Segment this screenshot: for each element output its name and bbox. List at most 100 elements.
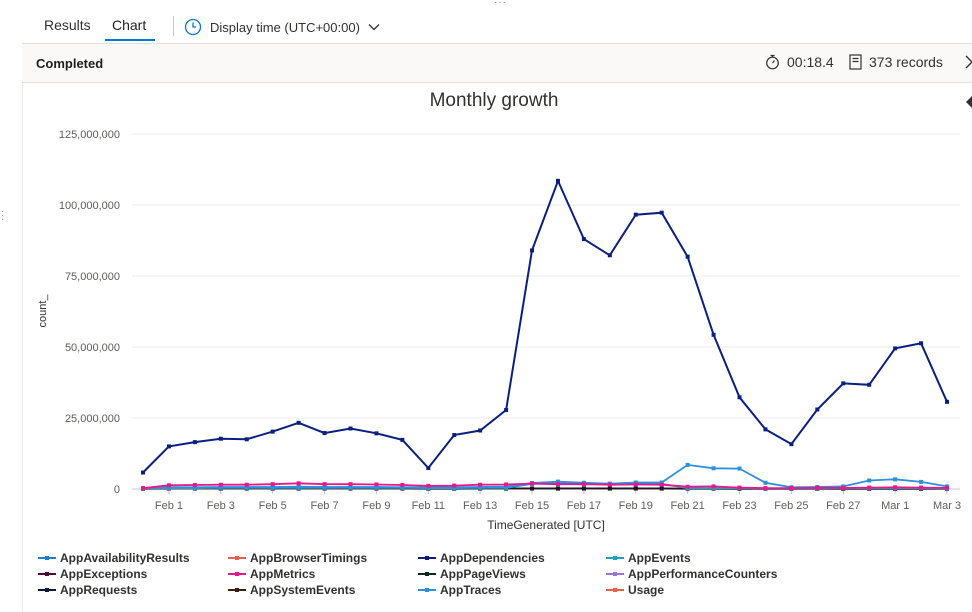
data-point[interactable]: [555, 178, 560, 183]
data-point[interactable]: [504, 484, 509, 489]
data-point[interactable]: [633, 482, 638, 487]
data-point[interactable]: [504, 408, 509, 413]
data-point[interactable]: [296, 484, 301, 489]
chevron-right-icon[interactable]: [965, 55, 972, 69]
data-point[interactable]: [919, 485, 924, 490]
data-point[interactable]: [841, 381, 846, 386]
data-point[interactable]: [659, 480, 664, 485]
data-point[interactable]: [789, 442, 794, 447]
data-point[interactable]: [867, 478, 872, 483]
data-point[interactable]: [815, 407, 820, 412]
data-point[interactable]: [322, 482, 327, 487]
data-point[interactable]: [374, 485, 379, 490]
data-point[interactable]: [607, 253, 612, 258]
data-point[interactable]: [659, 486, 664, 491]
legend-item[interactable]: AppAvailabilityResults: [38, 551, 190, 565]
legend-item[interactable]: AppEvents: [606, 551, 691, 565]
legend-item[interactable]: AppTraces: [418, 583, 501, 597]
collapse-panel-icon[interactable]: [966, 96, 972, 108]
legend-item[interactable]: Usage: [606, 583, 664, 597]
data-point[interactable]: [141, 486, 145, 491]
data-point[interactable]: [633, 486, 638, 491]
data-point[interactable]: [426, 483, 431, 488]
data-point[interactable]: [452, 483, 457, 488]
legend-item[interactable]: AppExceptions: [38, 567, 147, 581]
data-point[interactable]: [218, 485, 223, 490]
data-point[interactable]: [763, 427, 768, 432]
data-point[interactable]: [400, 437, 405, 442]
data-point[interactable]: [192, 485, 197, 490]
data-point[interactable]: [607, 486, 612, 491]
data-point[interactable]: [478, 482, 483, 487]
data-point[interactable]: [530, 481, 535, 486]
data-point[interactable]: [633, 212, 638, 217]
data-point[interactable]: [841, 485, 846, 490]
series-line-AppDependencies[interactable]: [142, 178, 948, 474]
data-point[interactable]: [685, 462, 690, 467]
data-point[interactable]: [244, 437, 249, 442]
data-point[interactable]: [270, 482, 275, 487]
data-point[interactable]: [555, 486, 560, 491]
data-point[interactable]: [789, 486, 794, 491]
data-point[interactable]: [426, 465, 431, 470]
data-point[interactable]: [685, 254, 690, 259]
data-point[interactable]: [893, 346, 898, 351]
data-point[interactable]: [581, 237, 586, 242]
data-point[interactable]: [867, 382, 872, 387]
data-point[interactable]: [659, 210, 664, 215]
data-point[interactable]: [452, 433, 457, 438]
data-point[interactable]: [192, 483, 197, 488]
data-point[interactable]: [555, 482, 560, 487]
data-point[interactable]: [919, 479, 924, 484]
data-point[interactable]: [893, 485, 898, 490]
data-point[interactable]: [763, 480, 768, 485]
data-point[interactable]: [374, 431, 379, 436]
data-point[interactable]: [555, 479, 560, 484]
data-point[interactable]: [296, 420, 301, 425]
data-point[interactable]: [607, 482, 612, 487]
legend-item[interactable]: AppDependencies: [418, 551, 545, 565]
data-point[interactable]: [478, 485, 483, 490]
data-point[interactable]: [296, 481, 301, 486]
legend-item[interactable]: AppPageViews: [418, 567, 526, 581]
data-point[interactable]: [322, 485, 327, 490]
data-point[interactable]: [322, 431, 327, 436]
data-point[interactable]: [737, 466, 742, 471]
legend-item[interactable]: AppRequests: [38, 583, 137, 597]
data-point[interactable]: [711, 466, 716, 471]
data-point[interactable]: [348, 426, 353, 431]
data-point[interactable]: [763, 486, 768, 491]
data-point[interactable]: [711, 484, 716, 489]
data-point[interactable]: [737, 485, 742, 490]
data-point[interactable]: [478, 428, 483, 433]
data-point[interactable]: [737, 395, 742, 400]
data-point[interactable]: [348, 485, 353, 490]
data-point[interactable]: [141, 470, 145, 475]
data-point[interactable]: [192, 440, 197, 445]
data-point[interactable]: [685, 484, 690, 489]
data-point[interactable]: [166, 483, 171, 488]
data-point[interactable]: [530, 486, 535, 491]
left-resize-grip[interactable]: · · ·: [1, 206, 5, 225]
legend-item[interactable]: AppSystemEvents: [228, 583, 355, 597]
data-point[interactable]: [348, 482, 353, 487]
data-point[interactable]: [893, 477, 898, 482]
data-point[interactable]: [374, 482, 379, 487]
data-point[interactable]: [400, 483, 405, 488]
series-line-AppMetrics[interactable]: [142, 482, 948, 490]
data-point[interactable]: [711, 332, 716, 337]
data-point[interactable]: [244, 485, 249, 490]
tab-chart[interactable]: Chart: [112, 17, 147, 33]
data-point[interactable]: [400, 485, 405, 490]
legend-item[interactable]: AppBrowserTimings: [228, 551, 367, 565]
data-point[interactable]: [581, 482, 586, 487]
legend-item[interactable]: AppPerformanceCounters: [606, 567, 777, 581]
data-point[interactable]: [659, 482, 664, 487]
data-point[interactable]: [166, 444, 171, 449]
tab-results[interactable]: Results: [44, 17, 91, 33]
data-point[interactable]: [218, 436, 223, 441]
data-point[interactable]: [504, 482, 509, 487]
top-resize-grip[interactable]: ···: [494, 0, 507, 8]
data-point[interactable]: [530, 248, 535, 253]
data-point[interactable]: [919, 341, 924, 346]
